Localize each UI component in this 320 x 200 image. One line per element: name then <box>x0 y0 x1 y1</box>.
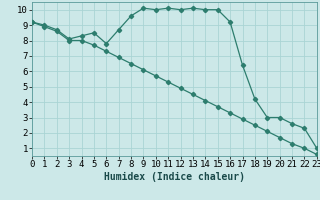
X-axis label: Humidex (Indice chaleur): Humidex (Indice chaleur) <box>104 172 245 182</box>
